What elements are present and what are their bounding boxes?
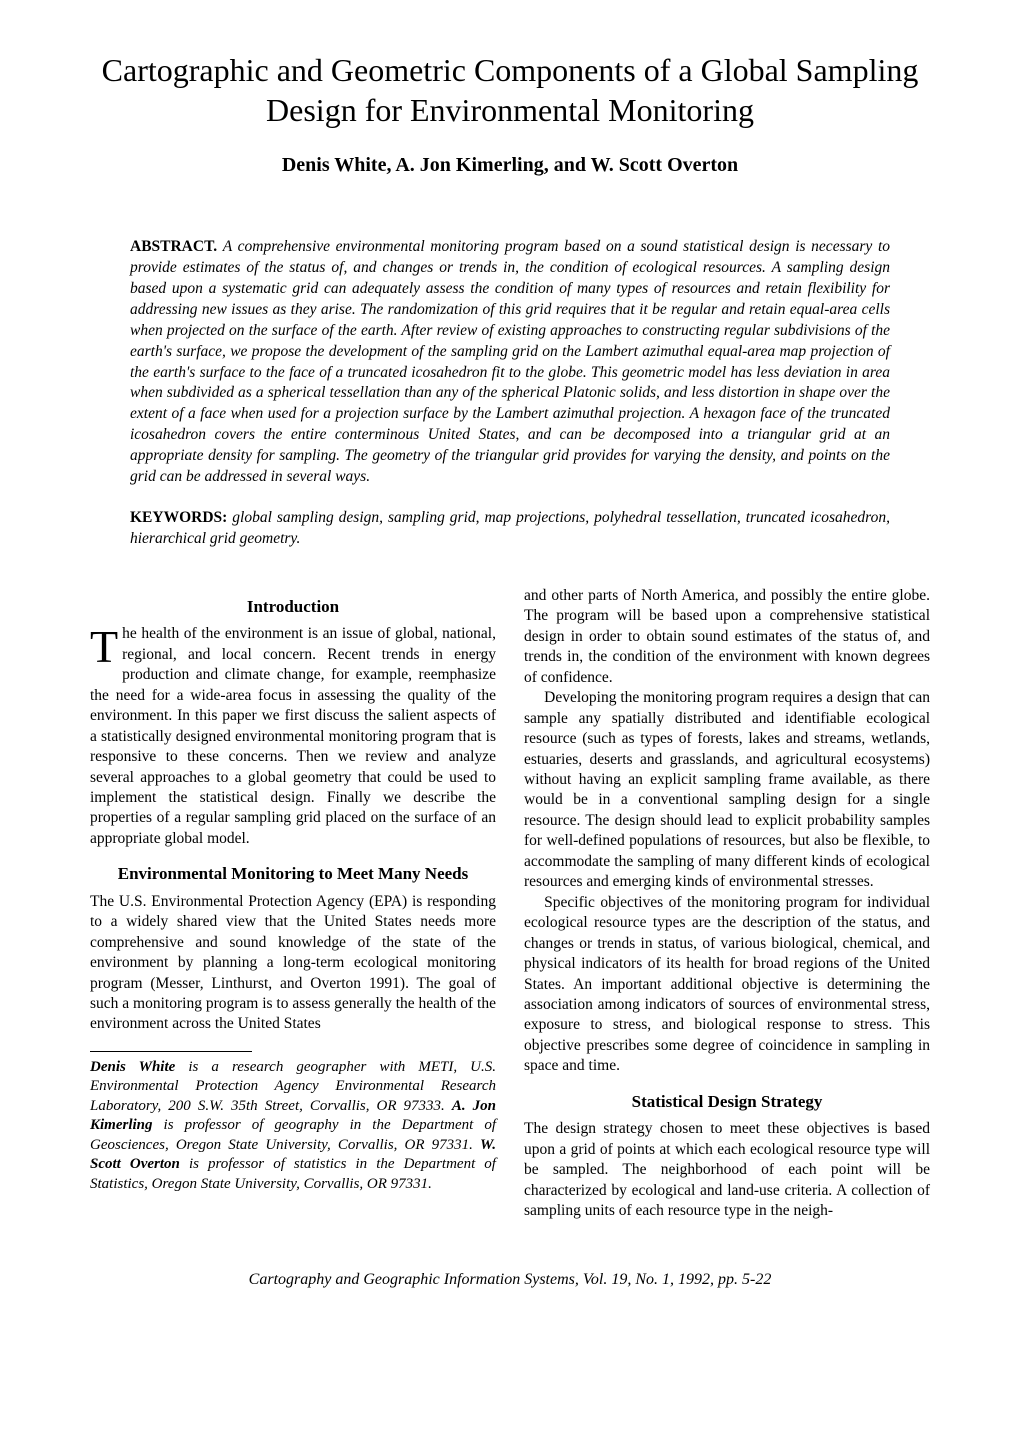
abstract-block: ABSTRACT. A comprehensive environmental …	[130, 237, 890, 488]
section-statistical-design: Statistical Design Strategy	[524, 1091, 930, 1113]
abstract-label: ABSTRACT.	[130, 238, 217, 255]
page-footer: Cartography and Geographic Information S…	[90, 1271, 930, 1289]
section-env-monitoring: Environmental Monitoring to Meet Many Ne…	[90, 863, 496, 885]
keywords-block: KEYWORDS: global sampling design, sampli…	[130, 508, 890, 550]
footnote-rule	[90, 1051, 252, 1052]
abstract-text: A comprehensive environmental monitoring…	[130, 238, 890, 485]
right-para-4: The design strategy chosen to meet these…	[524, 1119, 930, 1221]
keywords-label: KEYWORDS:	[130, 509, 227, 526]
keywords-text: global sampling design, sampling grid, m…	[130, 509, 890, 547]
authors-line: Denis White, A. Jon Kimerling, and W. Sc…	[90, 154, 930, 177]
author-footnote: Denis White is a research geographer wit…	[90, 1058, 496, 1195]
right-para-3: Specific objectives of the monitoring pr…	[524, 893, 930, 1077]
section-introduction: Introduction	[90, 596, 496, 618]
page-container: Cartographic and Geometric Components of…	[0, 0, 1020, 1329]
paper-title: Cartographic and Geometric Components of…	[90, 50, 930, 130]
left-column: Introduction The health of the environme…	[90, 586, 496, 1222]
env-monitoring-paragraph: The U.S. Environmental Protection Agency…	[90, 892, 496, 1035]
intro-paragraph: The health of the environment is an issu…	[90, 624, 496, 849]
footnote-author-1: Denis White	[90, 1059, 175, 1075]
right-para-2: Developing the monitoring program requir…	[524, 688, 930, 893]
right-para-1: and other parts of North America, and po…	[524, 586, 930, 688]
body-columns: Introduction The health of the environme…	[90, 586, 930, 1222]
right-column: and other parts of North America, and po…	[524, 586, 930, 1222]
